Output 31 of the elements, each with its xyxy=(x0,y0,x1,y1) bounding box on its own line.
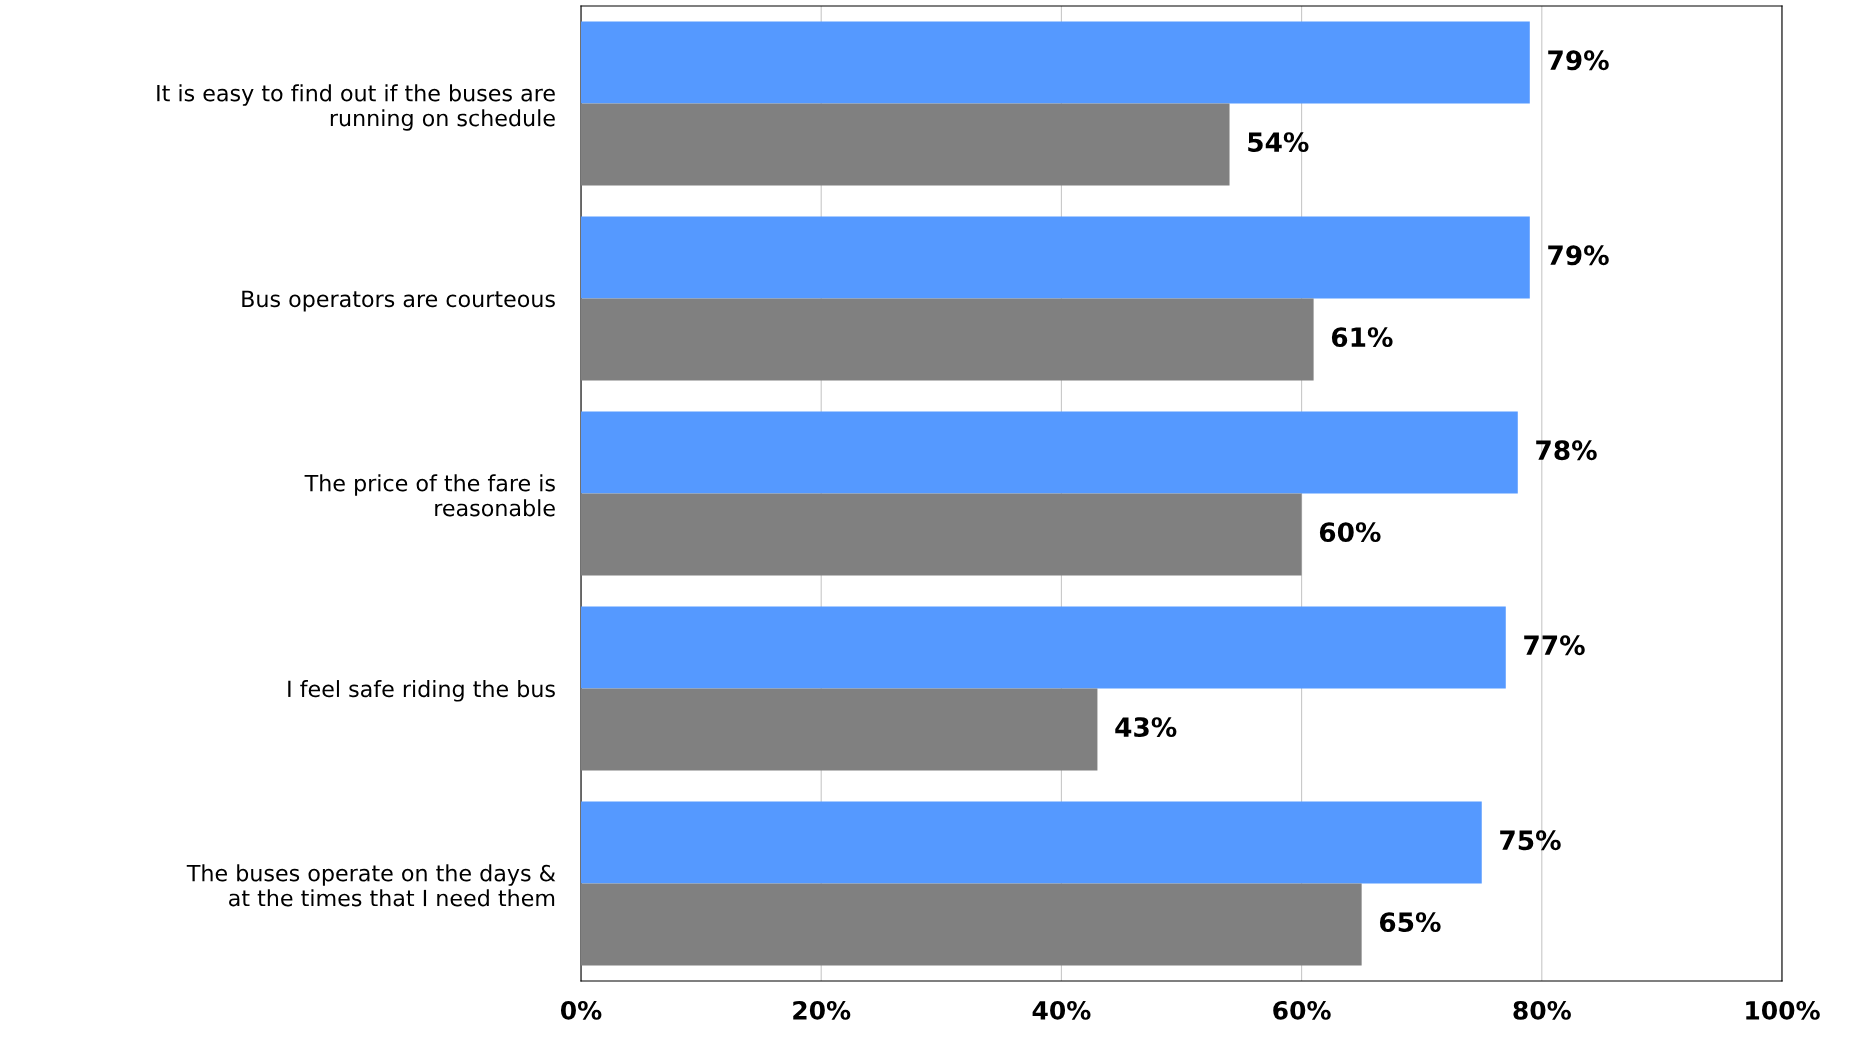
y-tick-label: I feel safe riding the bus xyxy=(288,680,555,702)
data-label: 54% xyxy=(1248,132,1309,153)
data-label: 78% xyxy=(1536,440,1597,461)
x-tick-label: 40% xyxy=(1032,1000,1091,1020)
bar xyxy=(581,801,1482,884)
bar xyxy=(581,216,1530,299)
data-label: 77% xyxy=(1524,635,1585,656)
bar xyxy=(581,103,1230,186)
y-tick-label: The buses operate on the days & at the times that I need them xyxy=(186,864,556,907)
data-label: 75% xyxy=(1500,830,1561,851)
x-tick-label: 20% xyxy=(793,1000,851,1020)
data-label: 43% xyxy=(1115,717,1177,738)
data-label: 79% xyxy=(1548,50,1609,71)
bar xyxy=(581,493,1302,576)
data-label: 65% xyxy=(1379,912,1441,933)
bar xyxy=(581,21,1530,104)
y-tick-label: It is easy to find out if the buses are running on schedule xyxy=(157,84,555,131)
bar xyxy=(581,883,1362,966)
x-tick-label: 60% xyxy=(1273,1000,1331,1020)
bar xyxy=(581,606,1506,689)
data-label: 60% xyxy=(1319,522,1381,543)
data-label: 61% xyxy=(1331,327,1393,348)
bar xyxy=(581,688,1098,771)
data-label: 79% xyxy=(1548,245,1609,266)
x-tick-label: 100% xyxy=(1746,1000,1820,1020)
x-tick-label: 0% xyxy=(560,1000,602,1020)
x-tick-label: 80% xyxy=(1513,1000,1571,1020)
y-tick-label: Bus operators are courteous xyxy=(242,290,555,312)
bar xyxy=(581,411,1518,494)
bar xyxy=(581,298,1314,381)
y-tick-label: The price of the fare is reasonable xyxy=(304,474,555,517)
